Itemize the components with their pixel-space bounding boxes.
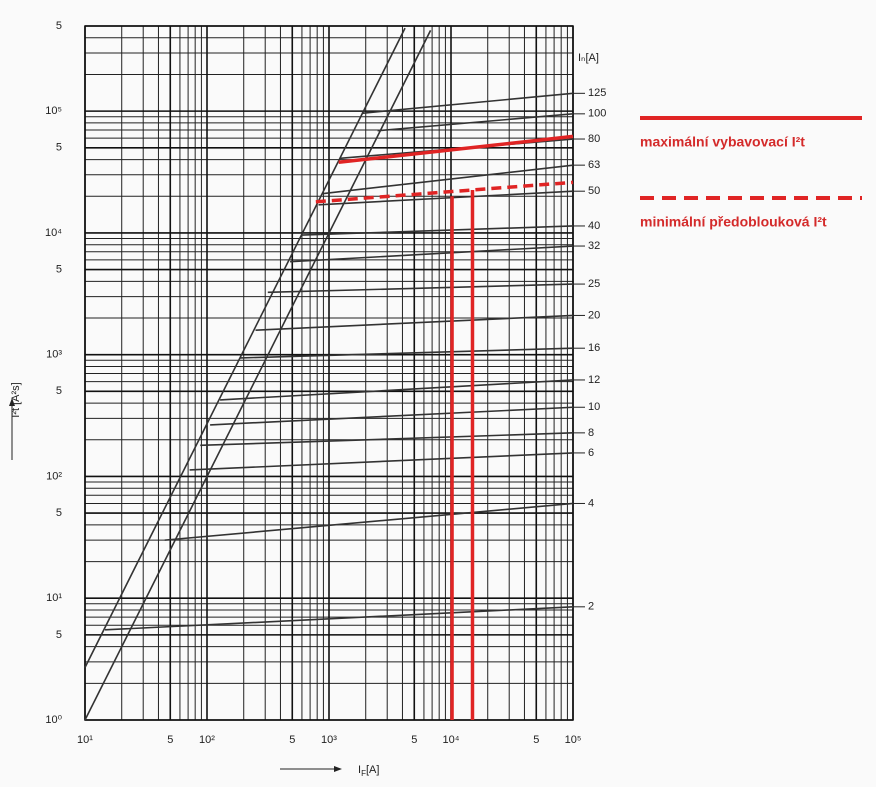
fuse-curve <box>164 502 574 541</box>
fuse-curve <box>105 606 574 631</box>
fuse-curve <box>290 245 574 263</box>
series-label: 8 <box>588 427 594 439</box>
plot-frame <box>84 25 574 721</box>
y-tick-label: 10¹ <box>46 592 62 604</box>
x-tick-label: 5 <box>167 734 173 746</box>
y-tick-label: 5 <box>56 142 62 154</box>
fuse-curve <box>255 314 574 331</box>
y-arrow-head <box>9 398 15 406</box>
x-tick-label: 5 <box>289 734 295 746</box>
y-tick-label: 10² <box>46 470 62 482</box>
fuse-curve <box>377 113 574 132</box>
fuse-curve <box>84 27 406 668</box>
y-tick-label: 5 <box>56 263 62 275</box>
fuse-curve <box>240 347 574 359</box>
y-tick-label: 5 <box>56 20 62 32</box>
series-label: 4 <box>588 497 594 509</box>
x-tick-label: 5 <box>411 734 417 746</box>
series-label: 25 <box>588 278 600 290</box>
x-tick-label: 10⁴ <box>443 734 460 746</box>
x-tick-label: 5 <box>533 734 539 746</box>
series-label: 125 <box>588 87 606 99</box>
series-title: Iₙ[A] <box>578 52 599 64</box>
y-axis-title: I²t [A²s] <box>10 382 22 417</box>
fuse-curve <box>318 190 574 206</box>
fuse-curve <box>200 432 574 447</box>
series-label: 100 <box>588 108 606 120</box>
series-label: 20 <box>588 309 600 321</box>
series-label: 16 <box>588 342 600 354</box>
fuse-curve-highlight <box>315 180 574 204</box>
y-tick-label: 5 <box>56 507 62 519</box>
series-label: 6 <box>588 447 594 459</box>
fuse-curve <box>301 225 574 236</box>
fuse-curve-highlight <box>338 134 574 165</box>
y-tick-label: 10⁴ <box>45 227 62 239</box>
fuse-curve <box>267 283 574 294</box>
series-label: 12 <box>588 374 600 386</box>
fuse-curve <box>84 30 432 721</box>
fuse-curve <box>220 379 574 401</box>
series-label: 32 <box>588 240 600 252</box>
y-tick-label: 5 <box>56 385 62 397</box>
x-tick-label: 10² <box>199 734 215 746</box>
series-label: 2 <box>588 601 594 613</box>
series-label: 50 <box>588 185 600 197</box>
legend-label: minimální předoblouková I²t <box>640 214 827 230</box>
legend-label: maximální vybavovací I²t <box>640 134 805 150</box>
x-tick-label: 10¹ <box>77 734 93 746</box>
series-label: 10 <box>588 401 600 413</box>
y-tick-label: 10⁰ <box>45 714 62 726</box>
x-tick-label: 10⁵ <box>565 734 582 746</box>
x-arrow-head <box>334 766 342 772</box>
y-tick-label: 10⁵ <box>45 105 62 117</box>
fuse-curve <box>361 92 574 115</box>
series-label: 40 <box>588 220 600 232</box>
series-label: 63 <box>588 159 600 171</box>
fuse-curve <box>322 164 574 195</box>
y-tick-label: 5 <box>56 629 62 641</box>
x-label: IF[A] <box>358 764 379 778</box>
fuse-curve <box>210 406 574 426</box>
x-tick-label: 10³ <box>321 734 337 746</box>
fuse-curve <box>189 452 574 471</box>
series-label: 80 <box>588 133 600 145</box>
y-label: I²t [A²s] <box>10 382 22 417</box>
y-tick-label: 10³ <box>46 349 62 361</box>
